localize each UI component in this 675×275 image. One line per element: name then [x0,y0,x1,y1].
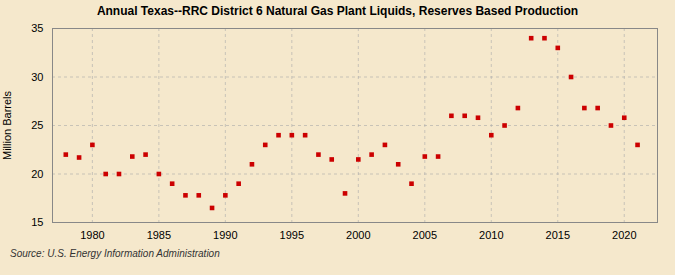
svg-text:2000: 2000 [346,229,370,241]
svg-text:Million Barrels: Million Barrels [1,90,13,160]
svg-text:2005: 2005 [413,229,437,241]
svg-text:30: 30 [31,71,43,83]
svg-text:2010: 2010 [479,229,503,241]
svg-text:20: 20 [31,168,43,180]
svg-text:2020: 2020 [612,229,636,241]
svg-text:15: 15 [31,216,43,228]
svg-text:1985: 1985 [147,229,171,241]
svg-text:1990: 1990 [213,229,237,241]
svg-text:1995: 1995 [280,229,304,241]
svg-text:25: 25 [31,119,43,131]
svg-text:2015: 2015 [546,229,570,241]
svg-text:1980: 1980 [80,229,104,241]
svg-text:35: 35 [31,22,43,34]
html-text:Source: U.S. Energy Informatio: Source: U.S. Energy Information Administ… [10,248,220,259]
html-text:Annual Texas--RRC District 6 N: Annual Texas--RRC District 6 Natural Gas… [96,4,579,18]
